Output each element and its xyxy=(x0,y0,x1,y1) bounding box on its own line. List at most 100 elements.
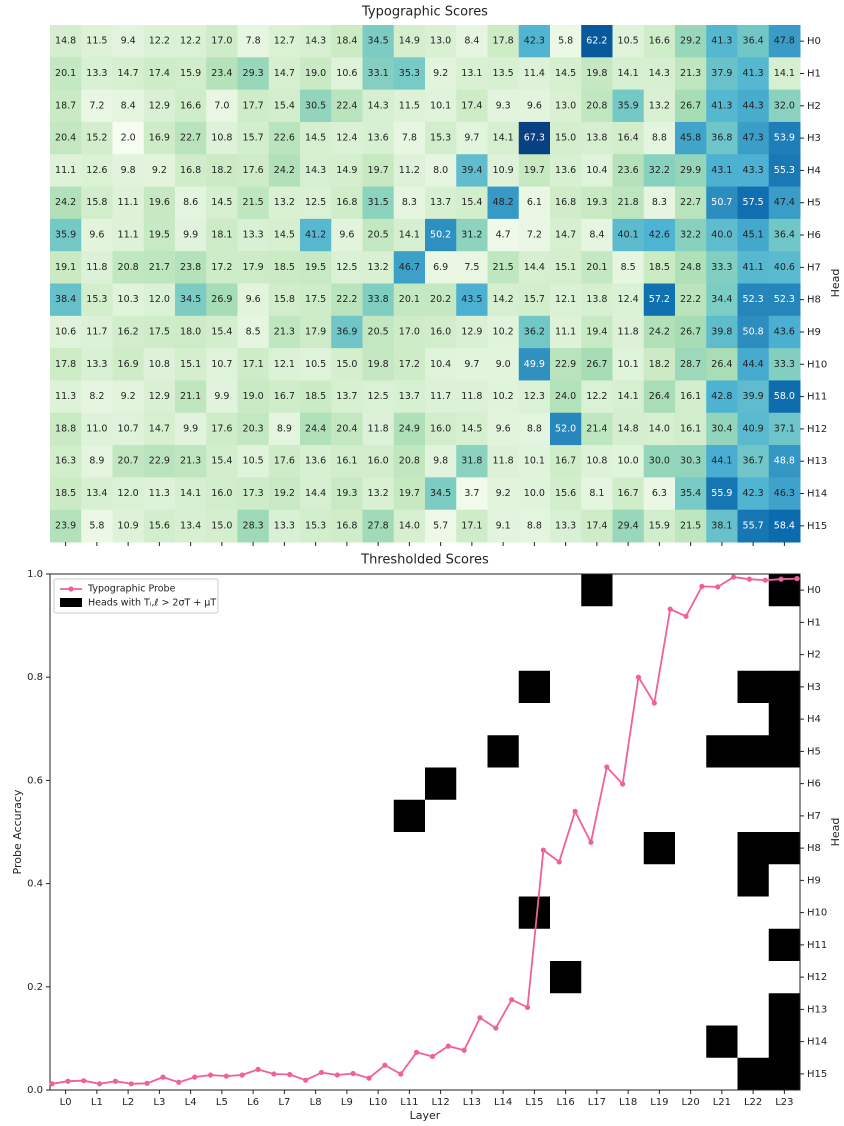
heat-cell xyxy=(706,315,738,349)
probe-point xyxy=(382,1062,388,1068)
heat-cell xyxy=(112,412,145,446)
x-tick-label: L11 xyxy=(400,1097,418,1108)
threshold-cell xyxy=(518,574,551,607)
cell-label: 14.4 xyxy=(524,262,545,273)
heat-cell xyxy=(331,57,363,91)
heat-cell xyxy=(456,477,488,511)
heat-cell xyxy=(518,25,551,58)
y-tick-label: 0.0 xyxy=(27,1085,43,1096)
heat-cell xyxy=(50,283,82,317)
heat-cell xyxy=(550,283,582,317)
cell-label: 15.8 xyxy=(86,197,107,208)
heat-cell xyxy=(206,89,238,123)
cell-label: 21.3 xyxy=(680,68,701,79)
heat-cell xyxy=(518,380,551,414)
heat-cell xyxy=(487,348,520,381)
row-label: H5 xyxy=(807,198,821,209)
heat-cell xyxy=(675,509,707,543)
threshold-cell xyxy=(737,832,770,865)
cell-label: 35.4 xyxy=(680,488,701,499)
heat-cell xyxy=(81,186,113,220)
threshold-cell xyxy=(362,832,395,865)
probe-point xyxy=(160,1074,166,1080)
heat-cell xyxy=(331,380,363,414)
cell-label: 9.0 xyxy=(496,359,511,370)
heat-cell xyxy=(268,218,301,252)
threshold-cell xyxy=(175,832,207,865)
cell-label: 23.9 xyxy=(55,520,76,531)
cell-label: 15.4 xyxy=(211,326,232,337)
threshold-cell xyxy=(425,896,457,930)
cell-label: 20.3 xyxy=(243,423,264,434)
cell-label: 11.8 xyxy=(368,423,389,434)
heat-cell xyxy=(675,412,707,446)
threshold-cell xyxy=(675,1057,707,1091)
heat-cell xyxy=(518,348,551,381)
threshold-cell xyxy=(175,896,207,930)
threshold-cell xyxy=(706,670,738,704)
cell-label: 20.1 xyxy=(55,68,76,79)
threshold-cell xyxy=(612,961,645,994)
threshold-cell xyxy=(393,961,426,994)
threshold-cell xyxy=(768,896,801,930)
threshold-cell xyxy=(768,1057,801,1091)
heat-cell xyxy=(768,186,801,220)
probe-point xyxy=(366,1075,372,1081)
threshold-cell xyxy=(706,832,738,865)
cell-label: 38.1 xyxy=(711,520,732,531)
threshold-cell xyxy=(237,832,270,865)
cell-label: 35.9 xyxy=(618,100,639,111)
cell-label: 40.6 xyxy=(774,262,795,273)
heat-cell xyxy=(456,412,488,446)
cell-label: 50.8 xyxy=(743,326,764,337)
cell-label: 12.9 xyxy=(149,100,170,111)
threshold-cell xyxy=(175,735,207,768)
threshold-cell xyxy=(237,961,270,994)
threshold-cell xyxy=(643,864,676,897)
heat-cell xyxy=(81,412,113,446)
x-tick-label: L14 xyxy=(494,1097,512,1108)
threshold-cell xyxy=(362,1025,395,1059)
heat-cell xyxy=(487,380,520,414)
heat-cell xyxy=(362,89,395,123)
heat-cell xyxy=(331,477,363,511)
threshold-cell xyxy=(643,1057,676,1091)
cell-label: 16.3 xyxy=(55,456,76,467)
cell-label: 16.7 xyxy=(618,488,639,499)
cell-label: 8.4 xyxy=(589,230,604,241)
cell-label: 11.3 xyxy=(149,488,170,499)
heat-cell xyxy=(581,218,613,252)
cell-label: 11.5 xyxy=(86,36,107,47)
heat-cell xyxy=(362,509,395,543)
heat-cell xyxy=(581,509,613,543)
cell-label: 7.2 xyxy=(527,230,542,241)
cell-label: 17.2 xyxy=(211,262,232,273)
heat-cell xyxy=(768,477,801,511)
heat-cell xyxy=(643,89,676,123)
threshold-cell xyxy=(300,638,332,672)
threshold-cell xyxy=(706,961,738,994)
heat-cell xyxy=(81,121,113,155)
heat-cell xyxy=(706,186,738,220)
cell-label: 9.6 xyxy=(339,230,354,241)
heat-cell xyxy=(362,25,395,58)
threshold-cell xyxy=(112,993,145,1026)
row-label: H3 xyxy=(807,682,821,693)
heat-cell xyxy=(768,121,801,155)
cell-label: 12.9 xyxy=(149,391,170,402)
probe-point xyxy=(65,1078,71,1084)
heat-cell xyxy=(112,121,145,155)
cell-label: 47.4 xyxy=(774,197,795,208)
cell-label: 31.2 xyxy=(461,230,482,241)
cell-label: 33.1 xyxy=(368,68,389,79)
threshold-cell xyxy=(81,703,113,736)
heat-cell xyxy=(362,154,395,188)
heat-cell xyxy=(706,218,738,252)
threshold-cell xyxy=(143,832,176,865)
cell-label: 47.3 xyxy=(743,133,764,144)
threshold-cell xyxy=(206,735,238,768)
cell-label: 7.0 xyxy=(214,100,229,111)
threshold-cell xyxy=(362,638,395,672)
threshold-cell xyxy=(112,832,145,865)
threshold-cell xyxy=(112,670,145,704)
